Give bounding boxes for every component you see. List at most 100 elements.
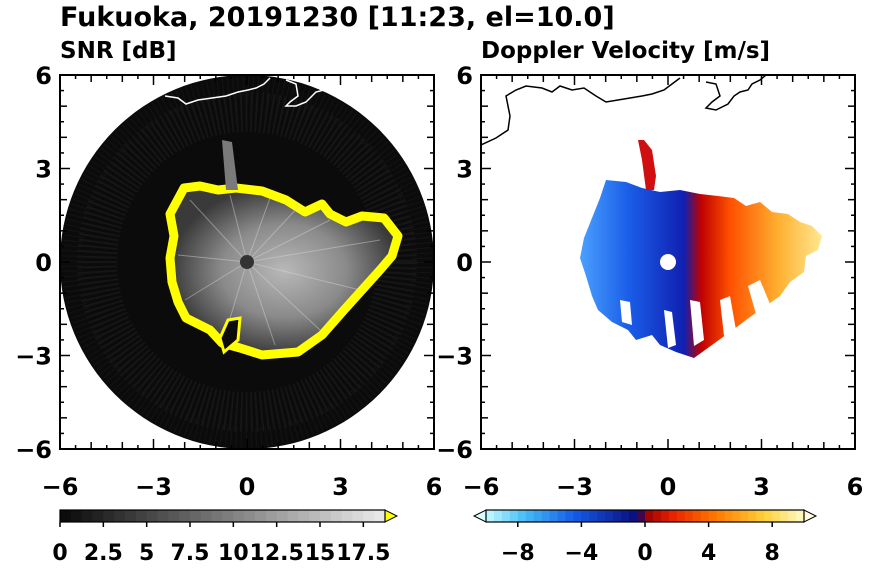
velocity-x-tick-label: −6 xyxy=(463,473,500,501)
velocity-colorbar-cell xyxy=(692,510,702,522)
velocity-colorbar-cell xyxy=(629,510,638,522)
velocity-colorbar-extend-min xyxy=(472,509,487,523)
snr-colorbar-cell xyxy=(320,510,332,522)
snr-colorbar-cell xyxy=(222,510,234,522)
velocity-colorbar-cell xyxy=(621,510,630,522)
velocity-colorbar-label: −8 xyxy=(501,541,535,566)
snr-colorbar-cell xyxy=(179,510,191,522)
snr-colorbar-cell xyxy=(125,510,137,522)
snr-colorbar-cell xyxy=(341,510,353,522)
snr-colorbar-cell xyxy=(352,510,364,522)
velocity-axes: −6 −3 0 3 6 6 3 0 −3 −6 xyxy=(436,62,863,501)
snr-colorbar-cell xyxy=(363,510,375,522)
snr-colorbar-cell xyxy=(330,510,343,522)
velocity-colorbar-label: −4 xyxy=(565,541,599,566)
snr-colorbar-cell xyxy=(168,510,180,522)
velocity-colorbar: −8 −4 0 4 8 xyxy=(472,509,818,566)
snr-x-tick-label: 0 xyxy=(239,473,256,501)
snr-colorbar-cell xyxy=(265,510,278,522)
snr-colorbar-cell xyxy=(244,510,256,522)
velocity-y-tick-label: 6 xyxy=(456,62,473,90)
snr-colorbar-label: 10 xyxy=(218,541,249,566)
velocity-colorbar-cell xyxy=(637,510,646,522)
velocity-y-tick-label: 3 xyxy=(456,156,473,184)
snr-colorbar-cell xyxy=(135,510,148,522)
velocity-colorbar-cell xyxy=(796,510,805,522)
snr-colorbar-label: 12.5 xyxy=(250,541,304,566)
snr-colorbar-extend-max xyxy=(384,509,399,523)
snr-colorbar-cell xyxy=(60,510,72,522)
velocity-colorbar-cell xyxy=(668,510,678,522)
velocity-colorbar-cell xyxy=(780,510,789,522)
velocity-colorbar-cell xyxy=(509,510,519,522)
velocity-colorbar-cell xyxy=(565,510,574,522)
snr-axes: −6 −3 0 3 6 6 3 0 −3 −6 xyxy=(15,62,442,501)
snr-colorbar-label: 5 xyxy=(139,541,154,566)
snr-colorbar-label: 0 xyxy=(52,541,67,566)
velocity-colorbar-label: 4 xyxy=(701,541,716,566)
snr-colorbar-cell xyxy=(92,510,104,522)
velocity-colorbar-cell xyxy=(740,510,749,522)
snr-y-tick-label: 6 xyxy=(35,62,52,90)
snr-colorbar-cell xyxy=(287,510,299,522)
snr-colorbar-cell xyxy=(70,510,83,522)
velocity-colorbar-cell xyxy=(541,510,550,522)
velocity-colorbar-cell xyxy=(732,510,741,522)
velocity-colorbar-cell xyxy=(549,510,558,522)
velocity-plot-area xyxy=(481,75,855,449)
velocity-colorbar-cell xyxy=(708,510,717,522)
velocity-colorbar-cell xyxy=(557,510,566,522)
snr-colorbar-cell xyxy=(81,510,93,522)
velocity-colorbar-cell xyxy=(517,510,527,522)
velocity-x-tick-label: −3 xyxy=(556,473,593,501)
snr-colorbar-cell xyxy=(255,510,267,522)
snr-colorbar-cell xyxy=(190,510,202,522)
snr-colorbar: 0 2.5 5 7.5 10 12.5 15 17.5 xyxy=(52,509,399,566)
snr-plot-area xyxy=(60,75,434,449)
snr-colorbar-cell xyxy=(211,510,223,522)
velocity-colorbar-cell xyxy=(724,510,733,522)
velocity-colorbar-label: 8 xyxy=(765,541,780,566)
velocity-colorbar-cell xyxy=(716,510,725,522)
velocity-colorbar-cell xyxy=(652,510,662,522)
velocity-colorbar-cell xyxy=(756,510,765,522)
snr-colorbar-frame xyxy=(59,509,386,523)
velocity-colorbar-cell xyxy=(645,510,654,522)
snr-colorbar-cell xyxy=(103,510,115,522)
snr-radial-streaks xyxy=(177,194,381,346)
snr-colorbar-cell xyxy=(200,510,213,522)
velocity-colorbar-cell xyxy=(573,510,582,522)
velocity-colorbar-cell xyxy=(486,510,495,522)
velocity-x-tick-label: 6 xyxy=(847,473,864,501)
snr-y-tick-label: −6 xyxy=(15,436,52,464)
snr-colorbar-cell xyxy=(114,510,126,522)
velocity-y-tick-label: 0 xyxy=(456,249,473,277)
velocity-colorbar-cell xyxy=(525,510,535,522)
velocity-colorbar-cell xyxy=(788,510,797,522)
snr-y-tick-label: 3 xyxy=(35,156,52,184)
velocity-colorbar-cell xyxy=(660,510,670,522)
figure-title: Fukuoka, 20191230 [11:23, el=10.0] xyxy=(60,2,615,33)
velocity-radar-center xyxy=(660,254,676,270)
snr-colorbar-cell xyxy=(298,510,310,522)
velocity-y-tick-label: −3 xyxy=(436,343,473,371)
snr-colorbar-label: 7.5 xyxy=(171,541,210,566)
snr-colorbar-label: 15 xyxy=(305,541,336,566)
velocity-colorbar-cell xyxy=(501,510,511,522)
velocity-colorbar-cell xyxy=(772,510,781,522)
snr-echo-region xyxy=(165,181,403,360)
velocity-colorbar-cell xyxy=(748,510,757,522)
snr-colorbar-cell xyxy=(276,510,288,522)
velocity-colorbar-cell xyxy=(764,510,773,522)
snr-colorbar-label: 17.5 xyxy=(336,541,390,566)
snr-radar-center xyxy=(240,255,254,269)
snr-colorbar-label: 2.5 xyxy=(84,541,123,566)
snr-y-tick-label: 0 xyxy=(35,249,52,277)
velocity-coastline xyxy=(481,75,767,146)
velocity-x-tick-label: 0 xyxy=(660,473,677,501)
snr-x-tick-label: −3 xyxy=(135,473,172,501)
velocity-colorbar-cell xyxy=(493,510,503,522)
velocity-colorbar-cell xyxy=(676,510,686,522)
velocity-panel-title: Doppler Velocity [m/s] xyxy=(481,38,770,64)
